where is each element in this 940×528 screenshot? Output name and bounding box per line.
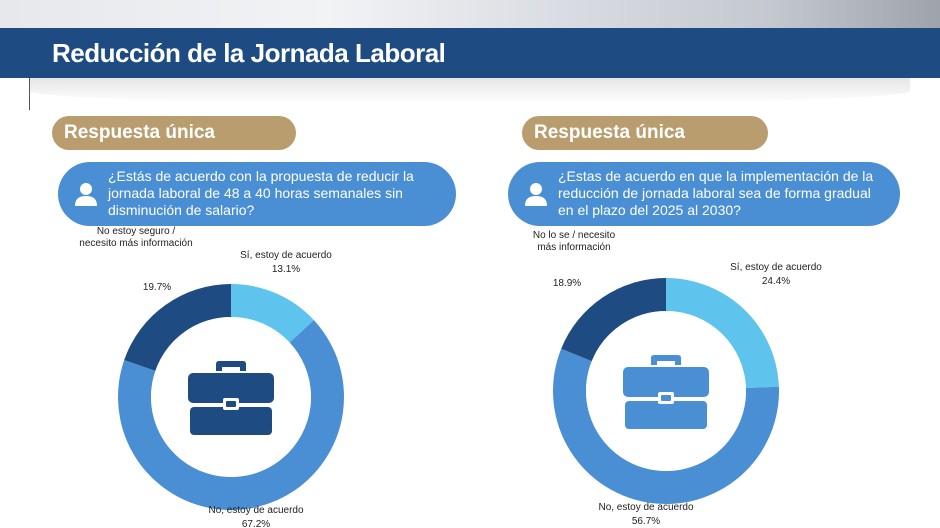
donut-1-value-3: 19.7% [143,282,171,293]
response-type-tag-1: Respuesta única [52,116,296,150]
donut-2-slice-1 [666,278,779,388]
response-type-tag-2: Respuesta única [522,116,768,150]
title-bar: Reducción de la Jornada Laboral [0,28,940,78]
question-text-1: ¿Estás de acuerdo con la propuesta de re… [108,168,414,218]
question-card-2: ¿Estas de acuerdo en que la implementaci… [508,162,900,226]
donut-1-value-2: 67.2% [242,519,270,528]
user-icon [525,183,547,206]
donut-2-label-3: No lo se / necesito [533,230,616,241]
donut-1-label-1: Sí, estoy de acuerdo [240,250,332,261]
donut-1-value-1: 13.1% [272,264,300,275]
user-icon [75,183,97,206]
donut-2-label-1: Sí, estoy de acuerdo [730,262,822,273]
header-photo-strip [0,0,940,28]
question-card-1: ¿Estás de acuerdo con la propuesta de re… [58,162,456,226]
divider [29,78,30,110]
donut-1-slice-1 [231,284,314,343]
donut-2-value-2: 56.7% [632,516,660,527]
briefcase-icon [188,361,274,435]
question-text-2: ¿Estas de acuerdo en que la implementaci… [558,168,874,218]
donut-2-label-3: más información [537,242,610,253]
donut-1-slice-2 [117,320,344,511]
donut-1-label-3: necesito más información [79,238,192,249]
donut-2-value-1: 24.4% [762,276,790,287]
donut-2-value-3: 18.9% [553,278,581,289]
donut-2-label-2: No, estoy de acuerdo [598,502,693,513]
donut-1-label-2: No, estoy de acuerdo [208,505,303,516]
donut-2-slice-2 [553,348,779,504]
header-shadow [30,78,910,104]
donut-1-label-3: No estoy seguro / [97,226,176,237]
page-title: Reducción de la Jornada Laboral [52,38,446,68]
briefcase-icon [623,355,709,429]
donut-2-slice-3 [561,278,666,362]
donut-1-slice-3 [124,284,231,371]
